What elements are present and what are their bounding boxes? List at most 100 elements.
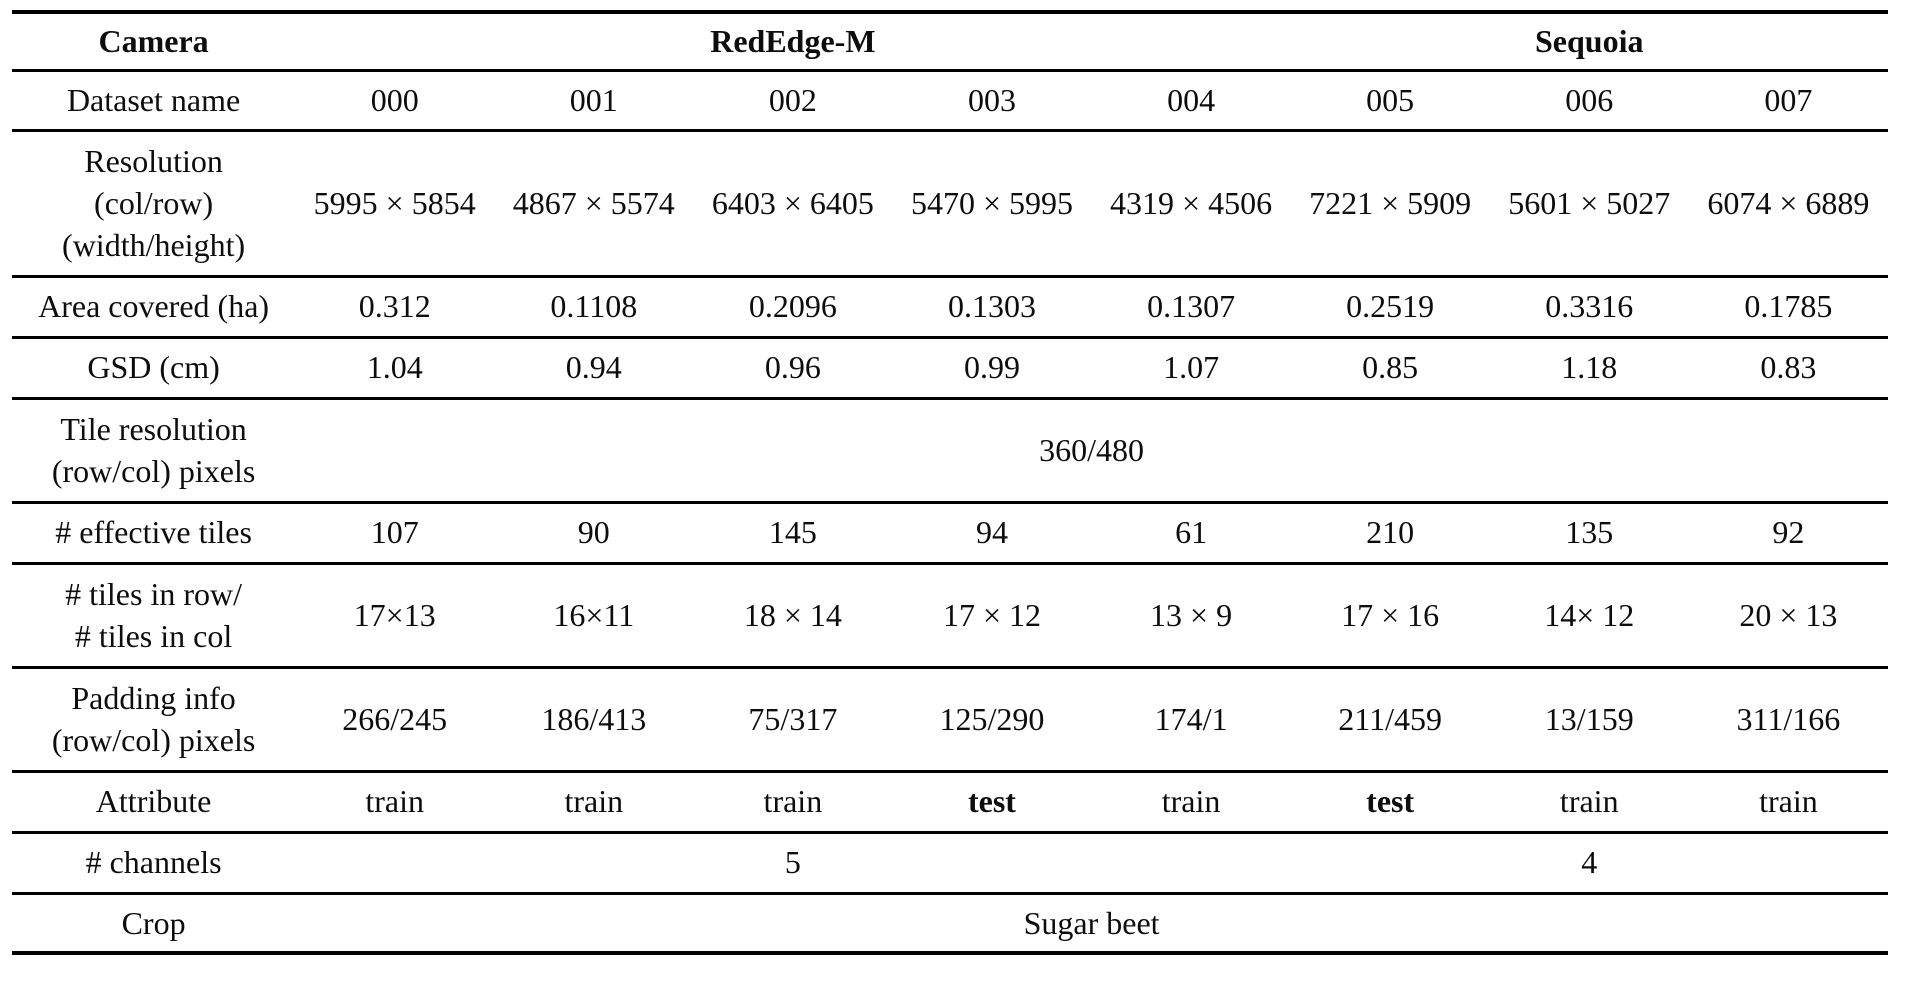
row-padding-info: Padding info (row/col) pixels 266/245 18… [12,667,1888,771]
cell-channels-sequoia: 4 [1581,844,1598,881]
row-tiles-row-col: # tiles in row/ # tiles in col 17×13 16×… [12,563,1888,667]
row-label-tiles-row-col-line1: # tiles in row/ [65,575,242,612]
cell-tilesrc-004: 13 × 9 [1150,596,1233,633]
cell-dataset-005: 005 [1366,81,1415,118]
cell-dataset-004: 004 [1167,81,1216,118]
cell-tilesrc-002: 18 × 14 [743,596,842,633]
row-area-covered: Area covered (ha) 0.312 0.1108 0.2096 0.… [12,276,1888,337]
row-resolution: Resolution (col/row) (width/height) 5995… [12,130,1888,276]
cell-attribute-000: train [365,783,424,820]
cell-efftiles-001: 90 [577,514,610,551]
row-label-area-covered: Area covered (ha) [38,288,270,325]
cell-area-007: 0.1785 [1744,288,1833,325]
row-label-padding-info-line2: (row/col) pixels [51,722,256,758]
cell-efftiles-006: 135 [1565,514,1614,551]
row-label-effective-tiles: # effective tiles [55,514,252,551]
cell-attribute-007: train [1759,783,1818,820]
cell-resolution-002: 6403 × 6405 [711,184,874,221]
cell-tilesrc-003: 17 × 12 [942,596,1041,633]
row-channels: # channels 5 4 [12,832,1888,893]
cell-gsd-003: 0.99 [963,349,1020,386]
cell-padding-004: 174/1 [1154,700,1228,737]
row-attribute: Attribute train train train test train t… [12,771,1888,832]
cell-efftiles-007: 92 [1772,514,1805,551]
cell-area-000: 0.312 [358,288,431,325]
row-tile-resolution: Tile resolution (row/col) pixels 360/480 [12,398,1888,502]
cell-padding-000: 266/245 [342,700,448,737]
cell-area-004: 0.1307 [1147,288,1236,325]
cell-gsd-001: 0.94 [565,349,622,386]
cell-efftiles-000: 107 [370,514,419,551]
cell-dataset-001: 001 [569,81,618,118]
row-label-tiles-row-col: # tiles in row/ # tiles in col [12,563,295,667]
row-label-tiles-row-col-line2: # tiles in col [74,618,233,654]
row-label-tile-resolution-line1: Tile resolution [60,410,247,447]
camera-group-sequoia: Sequoia [1535,23,1644,60]
cell-crop-all: Sugar beet [1023,904,1160,941]
cell-resolution-005: 7221 × 5909 [1309,184,1472,221]
row-label-resolution-line1: Resolution [84,142,223,179]
cell-area-002: 0.2096 [748,288,837,325]
cell-resolution-003: 5470 × 5995 [910,184,1073,221]
row-label-resolution-line2: (col/row) [94,184,214,221]
cell-resolution-007: 6074 × 6889 [1707,184,1870,221]
cell-attribute-006: train [1559,783,1619,820]
cell-area-001: 0.1108 [550,288,638,325]
cell-padding-002: 75/317 [748,700,838,737]
cell-resolution-001: 4867 × 5574 [512,184,675,221]
row-label-dataset-name: Dataset name [66,81,241,118]
cell-attribute-005: test [1366,783,1415,820]
cell-channels-spacer [1291,832,1490,893]
cell-attribute-001: train [564,783,624,820]
cell-dataset-000: 000 [370,81,419,118]
cell-attribute-004: train [1161,783,1221,820]
cell-attribute-003: test [967,783,1016,820]
row-label-camera: Camera [98,23,209,60]
cell-attribute-002: train [763,783,823,820]
cell-dataset-006: 006 [1565,81,1614,118]
cell-efftiles-002: 145 [768,514,817,551]
row-label-crop: Crop [121,904,186,941]
cell-dataset-007: 007 [1764,81,1813,118]
cell-resolution-006: 5601 × 5027 [1508,184,1671,221]
cell-tilesrc-007: 20 × 13 [1739,596,1838,633]
cell-channels-rededge-m: 5 [784,844,801,881]
cell-tilesrc-000: 17×13 [353,596,436,633]
cell-padding-007: 311/166 [1736,700,1841,737]
cell-efftiles-004: 61 [1175,514,1208,551]
cell-padding-005: 211/459 [1338,700,1442,737]
cell-gsd-004: 1.07 [1163,349,1220,386]
cell-gsd-007: 0.83 [1760,349,1817,386]
dataset-summary-table: Camera RedEdge-M Sequoia Dataset name 00… [12,10,1888,955]
row-label-tile-resolution: Tile resolution (row/col) pixels [12,398,295,502]
row-label-resolution-line3: (width/height) [62,227,246,264]
camera-group-rededge-m: RedEdge-M [710,23,876,60]
cell-padding-003: 125/290 [939,700,1045,737]
cell-dataset-002: 002 [768,81,817,118]
cell-efftiles-005: 210 [1366,514,1415,551]
camera-group-spacer [1291,12,1490,70]
cell-tilesrc-005: 17 × 16 [1341,596,1440,633]
cell-tile-resolution-all: 360/480 [1039,431,1145,468]
camera-group-spacer [1689,12,1888,70]
row-label-channels: # channels [85,844,222,881]
cell-efftiles-003: 94 [975,514,1008,551]
cell-padding-001: 186/413 [541,700,647,737]
row-gsd: GSD (cm) 1.04 0.94 0.96 0.99 1.07 0.85 1… [12,337,1888,398]
row-label-gsd: GSD (cm) [87,349,220,386]
cell-area-006: 0.3316 [1545,288,1634,325]
row-label-resolution: Resolution (col/row) (width/height) [12,130,295,276]
row-dataset-name: Dataset name 000 001 002 003 004 005 006… [12,70,1888,130]
cell-gsd-005: 0.85 [1362,349,1419,386]
row-effective-tiles: # effective tiles 107 90 145 94 61 210 1… [12,502,1888,563]
row-crop: Crop Sugar beet [12,893,1888,953]
row-label-padding-info: Padding info (row/col) pixels [12,667,295,771]
cell-resolution-000: 5995 × 5854 [313,184,476,221]
cell-gsd-002: 0.96 [764,349,821,386]
cell-tilesrc-006: 14× 12 [1544,596,1635,633]
cell-resolution-004: 4319 × 4506 [1110,184,1273,221]
cell-channels-spacer [1689,832,1888,893]
cell-dataset-003: 003 [967,81,1016,118]
cell-gsd-006: 1.18 [1561,349,1618,386]
